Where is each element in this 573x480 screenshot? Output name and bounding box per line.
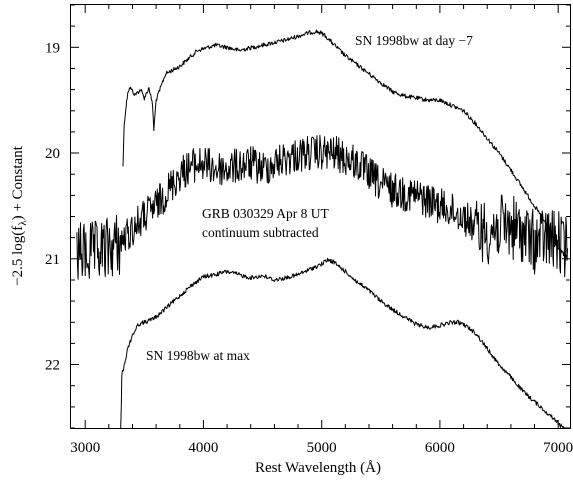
- x-tick-label: 4000: [188, 440, 218, 456]
- annotation-day-minus-7-line-1: SN 1998bw at day −7: [355, 33, 473, 48]
- axis-ticks: [71, 4, 570, 429]
- y-axis-label-subscript: λ: [17, 220, 29, 226]
- spectrum-series-2: [76, 134, 569, 280]
- annotation-grb-line-1: GRB 030329 Apr 8 UT: [202, 206, 330, 221]
- x-tick-label: 7000: [543, 440, 573, 456]
- annotation-max: SN 1998bw at max: [146, 348, 250, 363]
- x-axis-label: Rest Wavelength (Å): [255, 460, 381, 476]
- annotation-max-line-1: SN 1998bw at max: [146, 348, 250, 363]
- plot-frame: [70, 4, 571, 429]
- y-axis-label: −2.5 log(fλ) + Constant: [10, 145, 29, 286]
- y-tick-label: 20: [45, 146, 60, 162]
- y-axis-label-tail: ) + Constant: [10, 145, 26, 220]
- annotation-day-minus-7: SN 1998bw at day −7: [355, 33, 473, 48]
- plot-marks: [76, 29, 569, 429]
- spectrum-series-1: [122, 29, 568, 260]
- x-tick-label: 6000: [425, 440, 455, 456]
- annotation-grb: GRB 030329 Apr 8 UT continuum subtracted: [202, 206, 330, 240]
- x-tick-label: 3000: [70, 440, 100, 456]
- y-tick-label: 19: [45, 40, 60, 56]
- axis-labels-group: 3000 4000 5000 6000 7000 19 20 21 22: [45, 40, 573, 456]
- spectrum-series-3: [120, 257, 568, 429]
- x-tick-label: 5000: [307, 440, 337, 456]
- y-axis-label-main: −2.5 log(f: [10, 226, 26, 286]
- y-tick-label: 21: [45, 252, 60, 268]
- y-tick-label: 22: [45, 358, 60, 374]
- annotation-grb-line-2: continuum subtracted: [202, 225, 319, 240]
